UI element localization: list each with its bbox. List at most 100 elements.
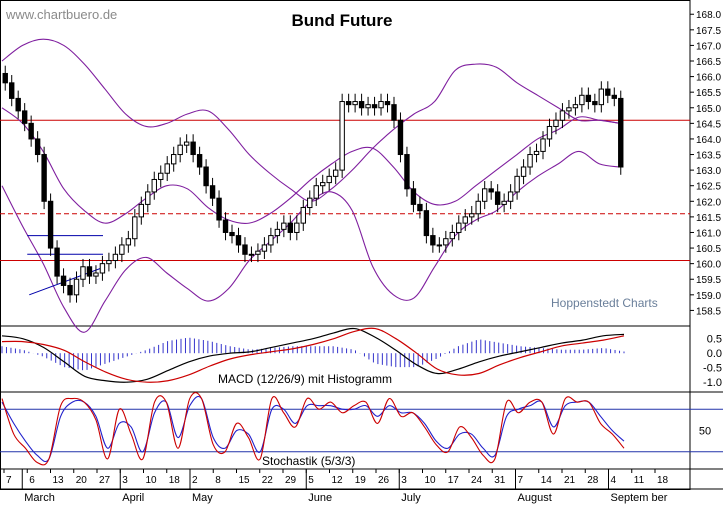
candle-down [235,235,242,246]
y-tick-label: 166.0 [696,73,721,84]
candle-up [300,207,306,224]
month-label: July [401,492,421,504]
candle-up [125,238,132,246]
candle-up [365,104,371,109]
x-tick-label: 28 [587,475,599,486]
candle-down [417,203,423,212]
candle-up [183,141,190,146]
candle-up [158,172,164,180]
candle-up [248,253,255,256]
candle-down [209,185,216,199]
stochastic-panel: Stochastik (5/3/3) [0,392,723,468]
candle-up [132,216,138,240]
candle-up [164,163,170,174]
candle-up [170,154,177,165]
candle-up [475,200,481,215]
candle-up [281,222,287,230]
y-tick-label: 165.5 [696,88,721,99]
candle-up [93,272,99,277]
candle-up [332,169,339,177]
y-tick-label: 165.0 [696,104,721,115]
month-label: March [24,492,55,504]
candle-up [112,253,119,262]
candle-up [456,222,462,233]
candle-up [352,101,358,106]
candle-up [177,144,183,156]
candle-down [41,154,47,202]
y-tick-label: 164.5 [696,119,721,130]
axes-layer: 158.5 159.0 159.5 160.0 160.5 161.0 161.5 162.0… [3,10,722,504]
x-tick-label: 4 [611,475,617,486]
x-tick-label: 7 [6,475,12,486]
candle-down [229,231,235,237]
candle-up [320,182,326,187]
candle-down [216,197,222,221]
x-tick-label: 17 [448,475,460,486]
candle-down [488,188,494,193]
macd-signal-line [1,327,625,383]
x-tick-label: 27 [99,475,111,486]
candle-up [533,150,540,156]
candle-down [592,101,598,106]
x-tick-label: 13 [53,475,65,486]
candle-up [546,125,553,140]
candle-up [566,107,572,112]
y-tick-label: 168.0 [696,10,721,21]
y-tick-label: 161.0 [696,228,721,239]
candle-up [99,263,106,274]
candle-up [501,200,507,205]
candle-up [138,203,145,218]
y-tick-label: 162.5 [696,182,721,193]
macd-y-tick-label: 0.5 [707,334,722,346]
candle-up [443,238,449,246]
x-tick-label: 20 [76,475,88,486]
candle-down [86,266,93,277]
credit-label: Hoppenstedt Charts [551,296,658,310]
candle-down [358,101,365,109]
candle-up [462,216,468,224]
y-tick-label: 159.0 [696,291,721,302]
x-tick-label: 18 [657,475,669,486]
candle-up [119,244,125,255]
macd-panel-title: MACD (12/26/9) mit Histogramm [218,372,392,386]
candle-up [553,119,559,127]
candle-down [242,244,248,255]
candle-up [598,88,605,106]
y-tick-label: 163.0 [696,166,721,177]
y-tick-label: 163.5 [696,151,721,162]
x-tick-label: 3 [122,475,128,486]
price-panel [0,38,690,333]
candle-up [313,185,319,199]
candle-up [80,266,86,280]
candle-up [268,235,274,246]
x-tick-label: 19 [355,475,367,486]
month-label: June [308,492,332,504]
candle-up [307,197,313,209]
candle-up [145,191,151,205]
candle-down [397,119,404,156]
trend-line [29,266,106,296]
candle-down [9,82,15,99]
month-label: April [122,492,144,504]
x-tick-label: 2 [192,475,198,486]
y-tick-label: 166.5 [696,57,721,68]
candle-down [371,104,378,109]
stochastic-panel-title: Stochastik (5/3/3) [262,454,355,468]
bollinger-middle-band [1,107,621,224]
candle-down [384,101,391,106]
x-tick-label: 3 [401,475,407,486]
y-tick-label: 160.5 [696,244,721,255]
candle-down [494,191,501,205]
candle-up [378,101,384,109]
candle-down [222,219,229,233]
candle-down [611,94,617,99]
x-tick-label: 11 [634,475,645,486]
month-label: May [192,492,213,504]
x-tick-label: 22 [262,475,274,486]
stochastic-d-line [1,395,625,463]
candle-up [73,278,80,296]
candle-up [481,188,488,202]
